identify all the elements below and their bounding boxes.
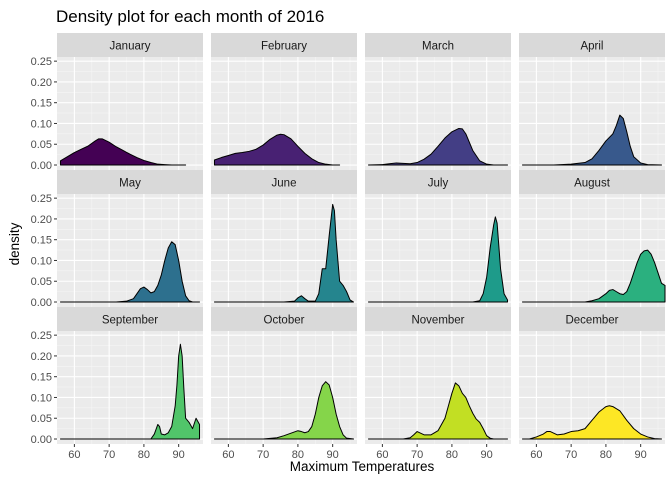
density-area [213, 203, 355, 303]
x-tick-label: 70 [411, 449, 423, 461]
x-tick-label: 60 [68, 449, 80, 461]
facet-strip-label: April [580, 41, 603, 53]
facet-strip-label: September [102, 315, 158, 327]
facet-strip-label: November [411, 315, 464, 327]
facet-strip [211, 307, 357, 331]
density-area [521, 405, 663, 440]
y-tick-label: 0.20 [31, 77, 52, 89]
facet-strip [211, 33, 357, 57]
x-tick-label: 80 [292, 449, 304, 461]
facet-panel-9: October 60 70 80 90 [211, 307, 357, 461]
facet-strip [519, 307, 665, 331]
x-tick-label: 80 [600, 449, 612, 461]
facet-panel-10: November 60 70 80 90 [365, 307, 511, 461]
y-tick-label: 0.05 [31, 139, 52, 151]
y-tick-label: 0.10 [31, 255, 52, 267]
facet-strip [365, 33, 511, 57]
facet-strip [211, 170, 357, 194]
y-tick-label: 0.15 [31, 235, 52, 247]
y-tick-label: 0.05 [31, 413, 52, 425]
x-tick-label: 60 [530, 449, 542, 461]
x-tick-label: 70 [257, 449, 269, 461]
facet-panel-3: April [519, 33, 665, 170]
facet-strip [57, 170, 203, 194]
facet-panel-4: May 0.00 0.05 0.10 0.15 0.20 0.25 [31, 170, 203, 309]
x-tick-label: 90 [327, 449, 339, 461]
y-tick-label: 0.10 [31, 392, 52, 404]
facet-strip-label: January [110, 41, 151, 53]
facet-strip [365, 170, 511, 194]
x-tick-label: 90 [635, 449, 647, 461]
x-tick-label: 80 [138, 449, 150, 461]
facet-panel-0: January 0.00 0.05 0.10 0.15 0.20 0.25 [31, 33, 203, 172]
y-axis-title: density [7, 222, 22, 265]
density-area [367, 382, 509, 440]
facet-strip-label: March [422, 41, 454, 53]
facet-panel-6: July [365, 170, 511, 307]
y-tick-label: 0.25 [31, 56, 52, 68]
y-tick-label: 0.20 [31, 351, 52, 363]
facet-panel-5: June [211, 170, 357, 307]
facet-strip-label: October [264, 315, 305, 327]
y-tick-label: 0.15 [31, 372, 52, 384]
x-axis-title: Maximum Temperatures [290, 459, 435, 474]
y-tick-label: 0.05 [31, 276, 52, 288]
x-tick-label: 70 [565, 449, 577, 461]
facet-strip-label: August [574, 178, 611, 190]
x-tick-label: 60 [222, 449, 234, 461]
density-area [367, 216, 509, 303]
facet-strip [57, 33, 203, 57]
x-tick-label: 90 [173, 449, 185, 461]
facet-panel-1: February [211, 33, 357, 170]
x-tick-label: 60 [376, 449, 388, 461]
density-area [59, 343, 201, 440]
facet-strip-label: May [119, 178, 141, 190]
y-tick-label: 0.10 [31, 118, 52, 130]
y-tick-label: 0.00 [31, 160, 52, 172]
facet-panel-2: March [365, 33, 511, 170]
y-tick-label: 0.25 [31, 193, 52, 205]
y-tick-label: 0.20 [31, 214, 52, 226]
density-area [521, 249, 666, 303]
facet-strip-label: July [428, 178, 449, 190]
density-area [59, 241, 201, 303]
facet-strip-label: June [272, 178, 297, 190]
facet-panel-7: August [519, 170, 666, 307]
facet-strip [57, 307, 203, 331]
y-tick-label: 0.15 [31, 98, 52, 110]
facet-grid: January 0.00 0.05 0.10 0.15 0.20 0.25 February M… [31, 33, 666, 461]
y-tick-label: 0.00 [31, 434, 52, 446]
facet-strip [519, 33, 665, 57]
density-area [367, 127, 509, 166]
y-tick-label: 0.00 [31, 297, 52, 309]
y-tick-label: 0.25 [31, 330, 52, 342]
panel-background [365, 331, 511, 444]
facet-strip [365, 307, 511, 331]
x-tick-label: 80 [446, 449, 458, 461]
density-area [521, 114, 663, 166]
x-tick-label: 70 [103, 449, 115, 461]
facet-strip-label: February [261, 41, 307, 53]
facet-strip [519, 170, 665, 194]
x-tick-label: 90 [481, 449, 493, 461]
density-area [213, 381, 355, 440]
chart-title: Density plot for each month of 2016 [56, 7, 324, 26]
facet-panel-8: September 0.00 0.05 0.10 0.15 0.20 0.25 60 70 80 9… [31, 307, 203, 461]
facet-strip-label: December [565, 315, 618, 327]
density-area [59, 138, 187, 166]
density-area [213, 133, 341, 166]
panel-background [519, 57, 665, 170]
facet-panel-11: December 60 70 80 90 [519, 307, 665, 461]
